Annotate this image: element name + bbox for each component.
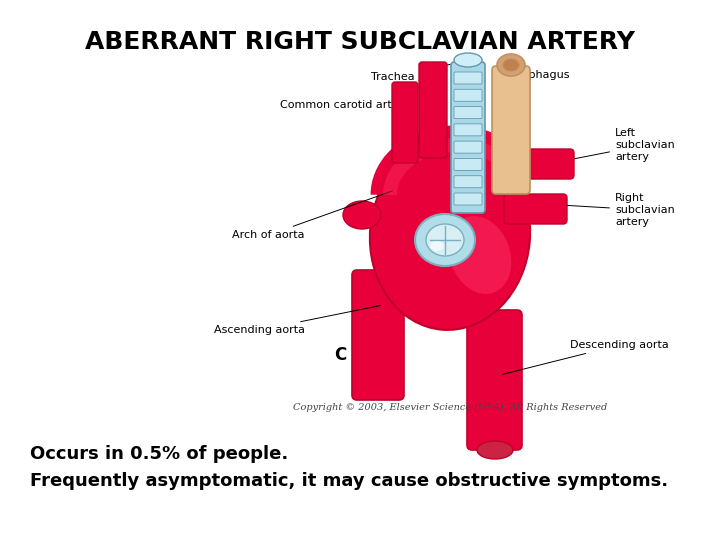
- Text: Trachea: Trachea: [372, 60, 467, 82]
- Ellipse shape: [343, 201, 381, 229]
- Text: Common carotid arteries: Common carotid arteries: [280, 100, 434, 110]
- FancyBboxPatch shape: [392, 82, 418, 163]
- FancyBboxPatch shape: [454, 193, 482, 205]
- FancyBboxPatch shape: [352, 270, 404, 400]
- Text: Ascending aorta: Ascending aorta: [214, 306, 380, 335]
- Ellipse shape: [477, 441, 513, 459]
- Text: Occurs in 0.5% of people.: Occurs in 0.5% of people.: [30, 445, 288, 463]
- Ellipse shape: [415, 214, 475, 266]
- Text: Arch of aorta: Arch of aorta: [233, 191, 392, 240]
- Text: Frequently asymptomatic, it may cause obstructive symptoms.: Frequently asymptomatic, it may cause ob…: [30, 472, 668, 490]
- FancyBboxPatch shape: [454, 89, 482, 102]
- Text: Descending aorta: Descending aorta: [503, 340, 669, 374]
- FancyBboxPatch shape: [454, 124, 482, 136]
- Text: Esophagus: Esophagus: [510, 66, 570, 80]
- Ellipse shape: [454, 53, 482, 67]
- FancyBboxPatch shape: [454, 141, 482, 153]
- FancyBboxPatch shape: [454, 158, 482, 171]
- Text: Copyright © 2003, Elsevier Science (USA). All Rights Reserved: Copyright © 2003, Elsevier Science (USA)…: [293, 402, 607, 411]
- FancyBboxPatch shape: [454, 72, 482, 84]
- Ellipse shape: [449, 216, 511, 294]
- FancyBboxPatch shape: [454, 176, 482, 188]
- FancyBboxPatch shape: [451, 62, 485, 213]
- Ellipse shape: [370, 140, 530, 330]
- FancyBboxPatch shape: [454, 106, 482, 119]
- Text: Left
subclavian
artery: Left subclavian artery: [571, 129, 675, 161]
- Ellipse shape: [503, 59, 519, 71]
- FancyBboxPatch shape: [504, 194, 567, 224]
- FancyBboxPatch shape: [506, 149, 574, 179]
- Text: Right
subclavian
artery: Right subclavian artery: [563, 193, 675, 227]
- FancyBboxPatch shape: [419, 62, 447, 158]
- Text: ABERRANT RIGHT SUBCLAVIAN ARTERY: ABERRANT RIGHT SUBCLAVIAN ARTERY: [85, 30, 635, 54]
- Ellipse shape: [426, 224, 464, 256]
- Ellipse shape: [430, 241, 444, 251]
- Ellipse shape: [497, 54, 525, 76]
- FancyBboxPatch shape: [467, 310, 522, 450]
- Text: C: C: [334, 346, 346, 364]
- FancyBboxPatch shape: [492, 66, 530, 194]
